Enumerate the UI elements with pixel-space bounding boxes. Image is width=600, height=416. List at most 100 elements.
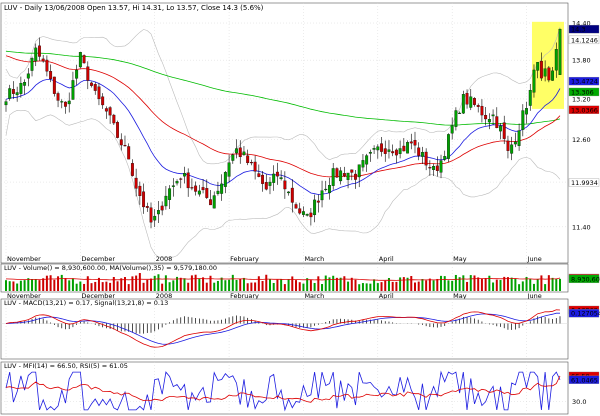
candle-body: [316, 200, 320, 203]
volume-bar: [12, 281, 15, 291]
volume-bar: [172, 280, 175, 291]
candle-body: [145, 206, 149, 208]
rsi-line: [5, 370, 561, 412]
volume-bar: [503, 276, 506, 291]
candle-body: [309, 212, 313, 218]
volume-bar: [499, 280, 502, 291]
candle-body: [15, 92, 19, 96]
volume-bar: [302, 283, 305, 291]
candle-body: [350, 169, 354, 173]
candle-body: [242, 151, 246, 156]
volume-bar: [220, 277, 223, 291]
price-value-tag-box: [568, 87, 600, 97]
candle-body: [376, 146, 380, 151]
volume-bar: [213, 282, 216, 291]
bollinger-upper-line: [5, 27, 561, 165]
price-value-tag-box: [568, 178, 600, 187]
volume-bar: [250, 282, 253, 291]
candle-body: [60, 101, 64, 103]
volume-bar: [373, 279, 376, 291]
candle-body: [93, 84, 97, 91]
candle-body: [212, 195, 216, 209]
candle-body: [257, 173, 261, 177]
candle-body: [417, 147, 421, 156]
volume-value-tags: 9,579,188,930,60: [568, 273, 600, 283]
candle-body: [64, 101, 67, 107]
candle-body: [249, 162, 253, 164]
macd-value-tag-box: [568, 309, 600, 318]
candle-body: [461, 94, 465, 114]
bollinger-lower-line: [5, 109, 561, 258]
candle-body: [361, 160, 365, 168]
volume-bar: [109, 282, 112, 291]
macd-signal-line: [5, 312, 560, 345]
volume-bar: [447, 280, 450, 291]
candle-body: [495, 116, 499, 129]
volume-bar: [280, 279, 283, 291]
candle-body: [473, 98, 476, 105]
candle-body: [216, 190, 220, 194]
volume-bar: [317, 276, 320, 291]
volume-bar: [332, 275, 335, 291]
candle-body: [513, 141, 517, 145]
candle-body: [164, 195, 168, 207]
price-x-tick-label: June: [527, 255, 542, 263]
volume-bar: [559, 278, 561, 291]
candle-body: [127, 146, 131, 160]
candle-body: [8, 88, 12, 99]
volume-bars: [5, 273, 561, 291]
candle-body: [171, 185, 175, 187]
candle-body: [119, 139, 123, 146]
volume-bar: [283, 284, 286, 291]
candle-body: [476, 105, 480, 107]
volume-bar: [466, 281, 469, 291]
ema20-line: [5, 79, 561, 195]
candle-body: [235, 148, 238, 154]
candle-body: [558, 28, 562, 75]
candle-body: [86, 66, 90, 81]
price-x-axis-labels: November December 2008 February March April Ma…: [7, 255, 542, 263]
candle-body: [49, 71, 53, 80]
price-value-tag-label: 11.9934: [571, 179, 598, 187]
candle-body: [398, 148, 402, 154]
candle-body: [290, 187, 294, 203]
volume-bar: [209, 275, 212, 291]
volume-bar: [75, 283, 78, 291]
price-panel-header: LUV - Daily 13/06/2008 Open 13.57, Hi 14…: [4, 4, 264, 12]
volume-bar: [135, 275, 138, 291]
candle-body: [480, 105, 484, 116]
volume-bar: [53, 279, 56, 291]
candle-body: [197, 190, 201, 195]
volume-bar: [335, 277, 338, 291]
volume-bar: [399, 277, 402, 291]
volume-bar: [71, 278, 74, 291]
candle-body: [279, 177, 283, 180]
candle-body: [391, 151, 395, 154]
volume-bar: [529, 278, 532, 291]
volume-bar: [198, 278, 201, 291]
mfi-line: [5, 375, 561, 403]
volume-bar: [242, 277, 245, 291]
candle-body: [536, 62, 540, 71]
volume-bar: [142, 282, 145, 291]
volume-bar: [101, 282, 104, 291]
volume-bar: [161, 283, 164, 291]
volume-x-tick-label: February: [230, 292, 259, 300]
volume-bar: [547, 275, 550, 291]
candle-body: [424, 151, 428, 166]
volume-bar: [339, 277, 342, 291]
candle-body: [357, 164, 361, 178]
volume-ma-line: [5, 277, 561, 281]
candle-body: [246, 155, 250, 164]
candle-body: [97, 86, 101, 100]
volume-bar: [168, 282, 171, 291]
volume-bar: [510, 277, 513, 291]
macd-plot-frame: [0, 298, 569, 360]
ema200-line: [5, 50, 561, 126]
volume-bar: [298, 282, 301, 291]
volume-bar: [164, 275, 167, 291]
volume-bar: [506, 277, 509, 291]
volume-bar: [205, 282, 208, 291]
candle-body: [365, 155, 369, 165]
candle-body: [409, 141, 413, 144]
